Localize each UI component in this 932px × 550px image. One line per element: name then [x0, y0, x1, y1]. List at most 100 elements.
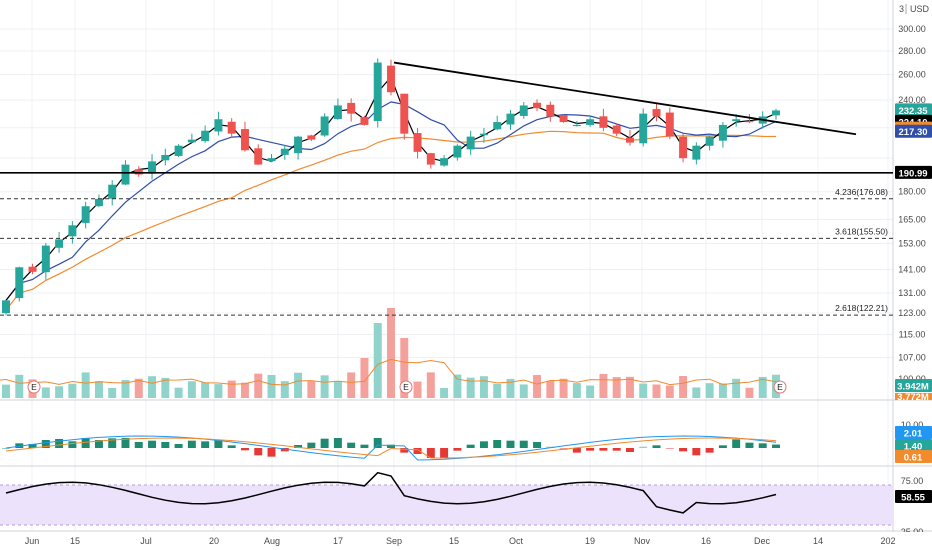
candle-body: [519, 105, 528, 116]
candle-body: [652, 109, 661, 117]
candle-body: [94, 198, 103, 207]
volume-tag: 3.942M: [897, 382, 929, 393]
volume-bar: [679, 375, 688, 398]
time-tick-label: 202: [880, 536, 895, 546]
volume-bar: [333, 380, 342, 398]
time-tick-label: 15: [70, 536, 80, 546]
price-tick-label: 115.00: [899, 329, 926, 339]
candle-body: [254, 148, 263, 165]
candle-body: [453, 145, 462, 158]
volume-bar: [347, 372, 356, 398]
volume-bar: [174, 387, 183, 398]
rsi-value-tag: 58.55: [901, 493, 925, 504]
candle-body: [347, 102, 356, 114]
fib-extension-label: 3.618(155.50): [835, 226, 888, 236]
macd-histogram-bar: [81, 438, 90, 448]
macd-signal-tag-bg: [895, 450, 932, 463]
volume-bar: [15, 374, 24, 398]
candle-body: [533, 102, 542, 109]
candle-body: [586, 119, 595, 125]
volume-bar: [254, 373, 263, 398]
volume-bar: [413, 381, 422, 398]
earnings-marker-label: E: [403, 382, 409, 392]
fib-extension-label: 4.236(176.08): [835, 187, 888, 197]
volume-bar: [652, 384, 661, 398]
volume-bar: [161, 377, 170, 398]
macd-histogram-bar: [453, 448, 462, 451]
macd-hist-tag: 1.40: [904, 442, 923, 453]
volume-bar: [519, 384, 528, 398]
volume-bar: [227, 380, 236, 398]
macd-line: [5, 435, 777, 461]
volume-bar: [373, 323, 382, 398]
volume-bar: [214, 384, 223, 398]
rsi-value-tag-bg: [895, 490, 932, 503]
macd-signal-line: [5, 437, 777, 459]
candle-body: [240, 129, 249, 151]
candle-body: [108, 184, 117, 199]
price-tick-label: 260.00: [898, 70, 926, 80]
macd-signal-tag: 0.61: [904, 453, 923, 464]
candle-body: [479, 133, 488, 136]
macd-value-tag-bg: [895, 426, 932, 439]
candle-body: [148, 161, 157, 174]
volume-ma-line: [0, 358, 777, 386]
volume-bar: [612, 377, 621, 398]
price-tick-label: 153.00: [898, 239, 926, 249]
macd-histogram-bar: [652, 445, 661, 448]
macd-histogram-bar: [201, 441, 210, 448]
candle-body: [41, 245, 50, 273]
scale-mode-label: 3: [899, 4, 904, 14]
volume-pane: [0, 308, 780, 398]
macd-histogram-bar: [267, 448, 276, 457]
macd-histogram-bar: [108, 438, 117, 448]
volume-bar: [387, 308, 395, 398]
macd-histogram-bar: [333, 438, 342, 448]
candle-body: [665, 112, 674, 137]
macd-histogram-bar: [373, 438, 382, 448]
candle-body: [612, 125, 621, 134]
volume-bar: [639, 383, 648, 398]
candle-body: [625, 137, 634, 143]
candle-body: [320, 116, 329, 136]
macd-histogram-bar: [134, 442, 143, 448]
rsi-line: [5, 471, 777, 514]
last-price-tag: 232.35: [898, 106, 928, 117]
macd-histogram-bar: [148, 440, 157, 448]
price-tick-label: 165.00: [898, 214, 926, 224]
volume-bar: [400, 338, 409, 398]
candle-body: [599, 116, 608, 128]
candle-body: [493, 122, 502, 130]
candle-body: [705, 136, 714, 146]
volume-bar: [240, 382, 249, 398]
macd-histogram-bar: [506, 440, 515, 448]
candle-body: [572, 124, 581, 127]
candle-body: [413, 133, 422, 152]
volume-bar: [625, 376, 634, 398]
volume-bar: [55, 386, 64, 398]
macd-histogram-bar: [772, 444, 780, 448]
sma-mid-line: [5, 101, 777, 301]
macd-histogram-bar: [94, 440, 103, 448]
macd-histogram-bar: [758, 443, 767, 448]
candle-body: [68, 225, 77, 237]
macd-histogram-bar: [612, 448, 621, 451]
fib-extension-label: 2.618(122.21): [835, 303, 888, 313]
price-tick-label: 131.00: [898, 288, 926, 298]
candle-body: [745, 121, 754, 123]
candle-body: [639, 113, 648, 144]
volume-bar: [148, 376, 157, 398]
price-tick-label: 280.00: [898, 46, 926, 56]
candle-body: [121, 164, 130, 185]
time-tick-label: 20: [209, 536, 219, 546]
earnings-marker-label: E: [31, 382, 37, 392]
macd-histogram-bar: [227, 445, 236, 448]
volume-bar: [360, 358, 369, 398]
time-tick-label: 19: [585, 536, 595, 546]
candle-body: [732, 119, 741, 122]
candle-body: [440, 158, 449, 166]
macd-value-tag: 2.01: [904, 429, 923, 440]
volume-bar: [294, 372, 303, 398]
time-tick-label: 15: [449, 536, 459, 546]
